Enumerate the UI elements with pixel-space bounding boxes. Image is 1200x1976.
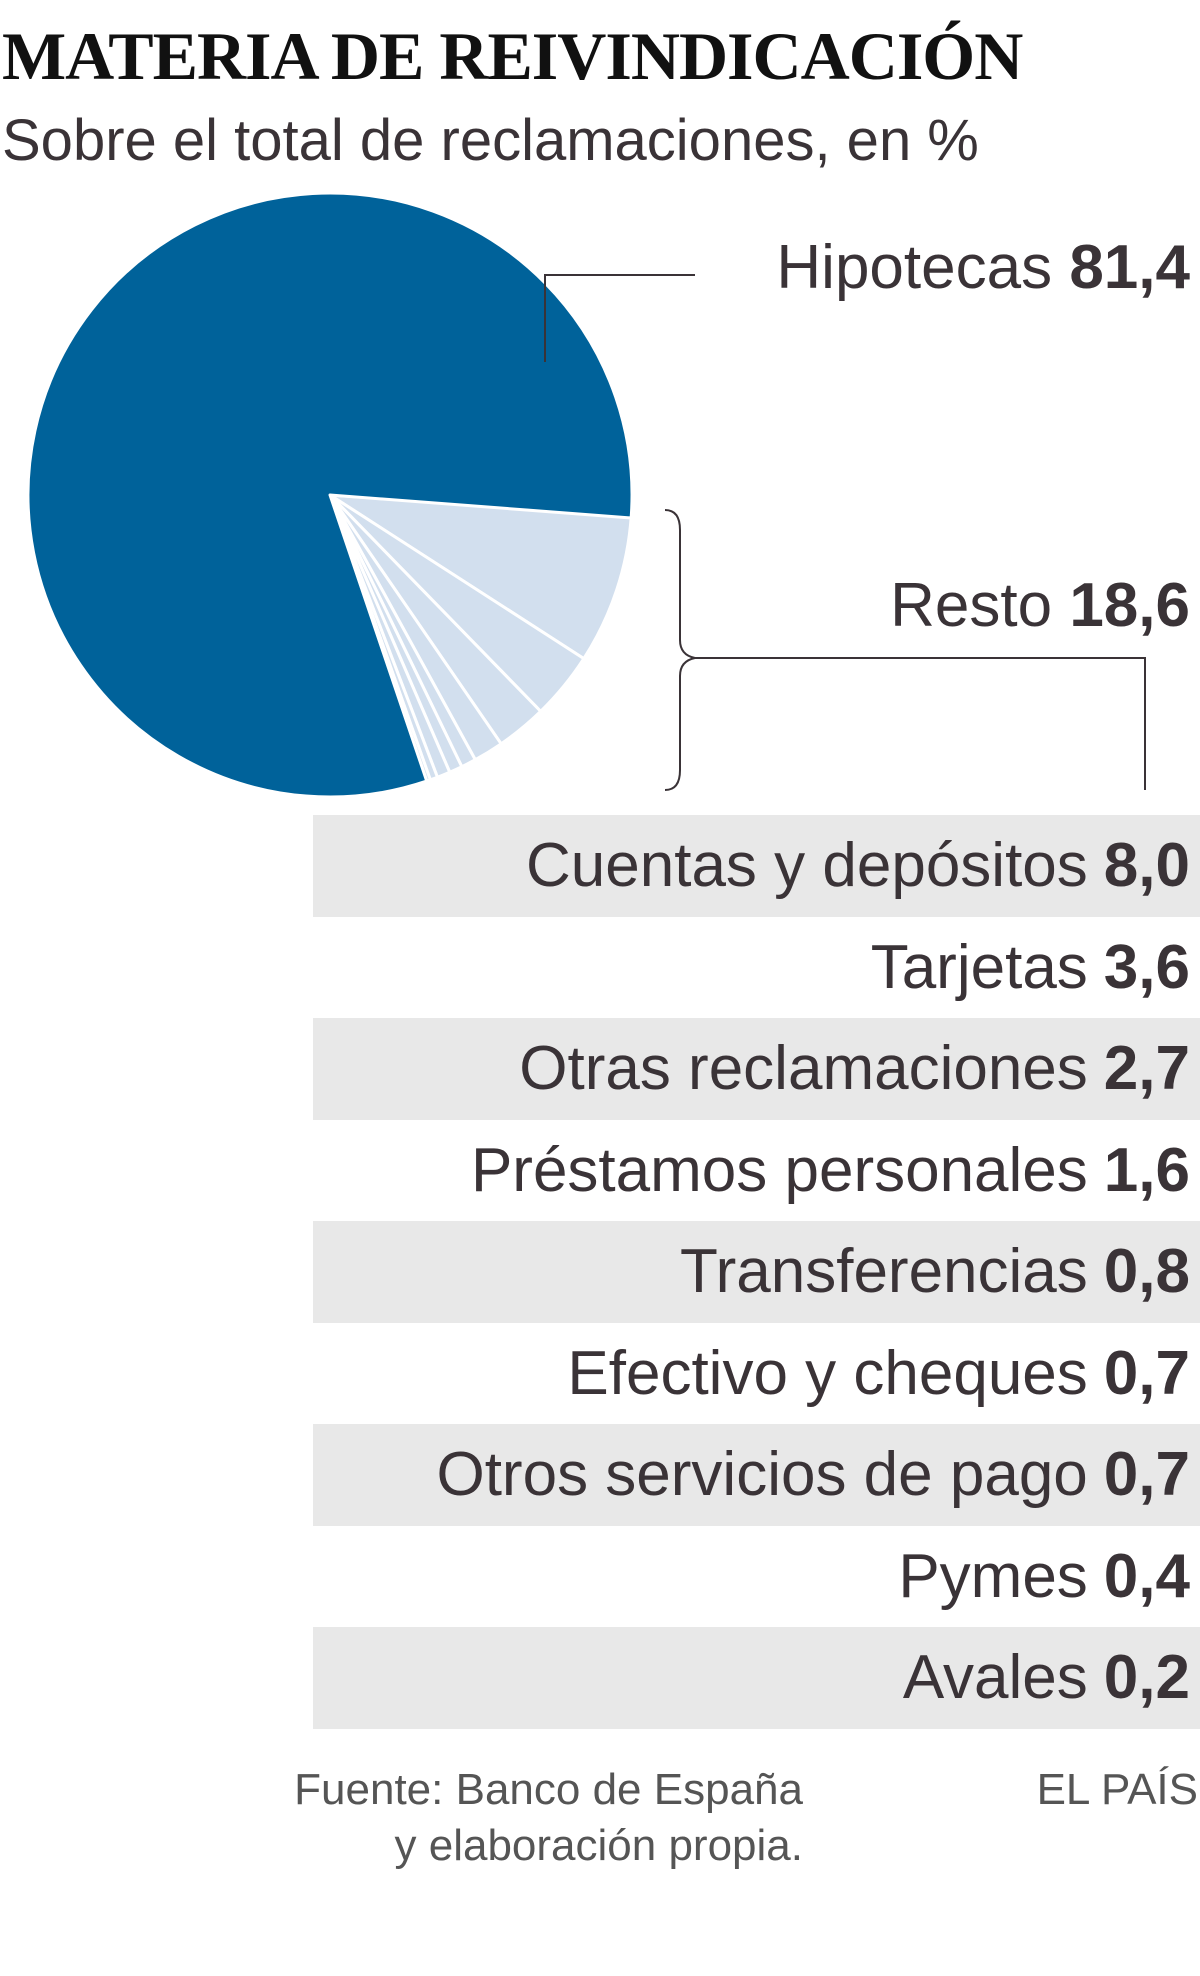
list-item-label: Otras reclamaciones xyxy=(519,1034,1088,1104)
list-item: Préstamos personales 1,6 xyxy=(313,1120,1200,1222)
list-item: Pymes 0,4 xyxy=(313,1526,1200,1628)
list-item: Transferencias 0,8 xyxy=(313,1221,1200,1323)
resto-bracket xyxy=(664,509,696,791)
hipotecas-value: 81,4 xyxy=(1069,233,1190,302)
list-item-label: Préstamos personales xyxy=(470,1135,1088,1205)
list-item-label: Otros servicios de pago xyxy=(436,1440,1088,1510)
list-item-value: 0,4 xyxy=(1103,1541,1190,1611)
hipotecas-label-text: Hipotecas xyxy=(776,233,1053,302)
list-item-label: Pymes xyxy=(898,1541,1088,1611)
list-item: Otros servicios de pago 0,7 xyxy=(313,1424,1200,1526)
list-item: Efectivo y cheques 0,7 xyxy=(313,1323,1200,1425)
list-item-label: Avales xyxy=(902,1643,1088,1713)
pie-slices xyxy=(26,191,634,799)
list-item: Tarjetas 3,6 xyxy=(313,917,1200,1019)
chart-subtitle: Sobre el total de reclamaciones, en % xyxy=(2,108,979,173)
source-note: Fuente: Banco de España y elaboración pr… xyxy=(294,1762,803,1874)
resto-value: 18,6 xyxy=(1069,571,1190,640)
list-item-value: 1,6 xyxy=(1103,1135,1190,1205)
pie-slice-resto-1 xyxy=(328,493,633,661)
list-item-label: Transferencias xyxy=(680,1237,1088,1307)
list-item-value: 0,7 xyxy=(1103,1338,1190,1408)
pie-slice-hipotecas xyxy=(26,191,634,799)
hipotecas-leader-line xyxy=(544,274,695,362)
rest-breakdown-list: Cuentas y depósitos 8,0 Tarjetas 3,6 Otr… xyxy=(313,815,1200,1729)
pie-chart xyxy=(26,191,1146,799)
list-item-value: 3,6 xyxy=(1103,932,1190,1002)
list-item-label: Cuentas y depósitos xyxy=(526,831,1088,901)
list-item: Cuentas y depósitos 8,0 xyxy=(313,815,1200,917)
list-item-label: Tarjetas xyxy=(870,932,1088,1002)
resto-label: Resto 18,6 xyxy=(890,571,1190,641)
resto-leader-line xyxy=(695,657,1146,790)
list-item-label: Efectivo y cheques xyxy=(567,1338,1088,1408)
list-item: Otras reclamaciones 2,7 xyxy=(313,1018,1200,1120)
list-item-value: 0,2 xyxy=(1103,1643,1190,1713)
source-line-2: y elaboración propia. xyxy=(394,1821,803,1870)
list-item-value: 2,7 xyxy=(1103,1034,1190,1104)
list-item-value: 0,7 xyxy=(1103,1440,1190,1510)
hipotecas-label: Hipotecas 81,4 xyxy=(776,233,1190,303)
publisher-credit: EL PAÍS xyxy=(1036,1765,1198,1814)
resto-label-text: Resto xyxy=(890,571,1053,640)
list-item: Avales 0,2 xyxy=(313,1627,1200,1729)
list-item-value: 8,0 xyxy=(1103,831,1190,901)
source-line-1: Fuente: Banco de España xyxy=(294,1765,803,1814)
list-item-value: 0,8 xyxy=(1103,1237,1190,1307)
chart-title: MATERIA DE REIVINDICACIÓN xyxy=(2,18,1023,94)
